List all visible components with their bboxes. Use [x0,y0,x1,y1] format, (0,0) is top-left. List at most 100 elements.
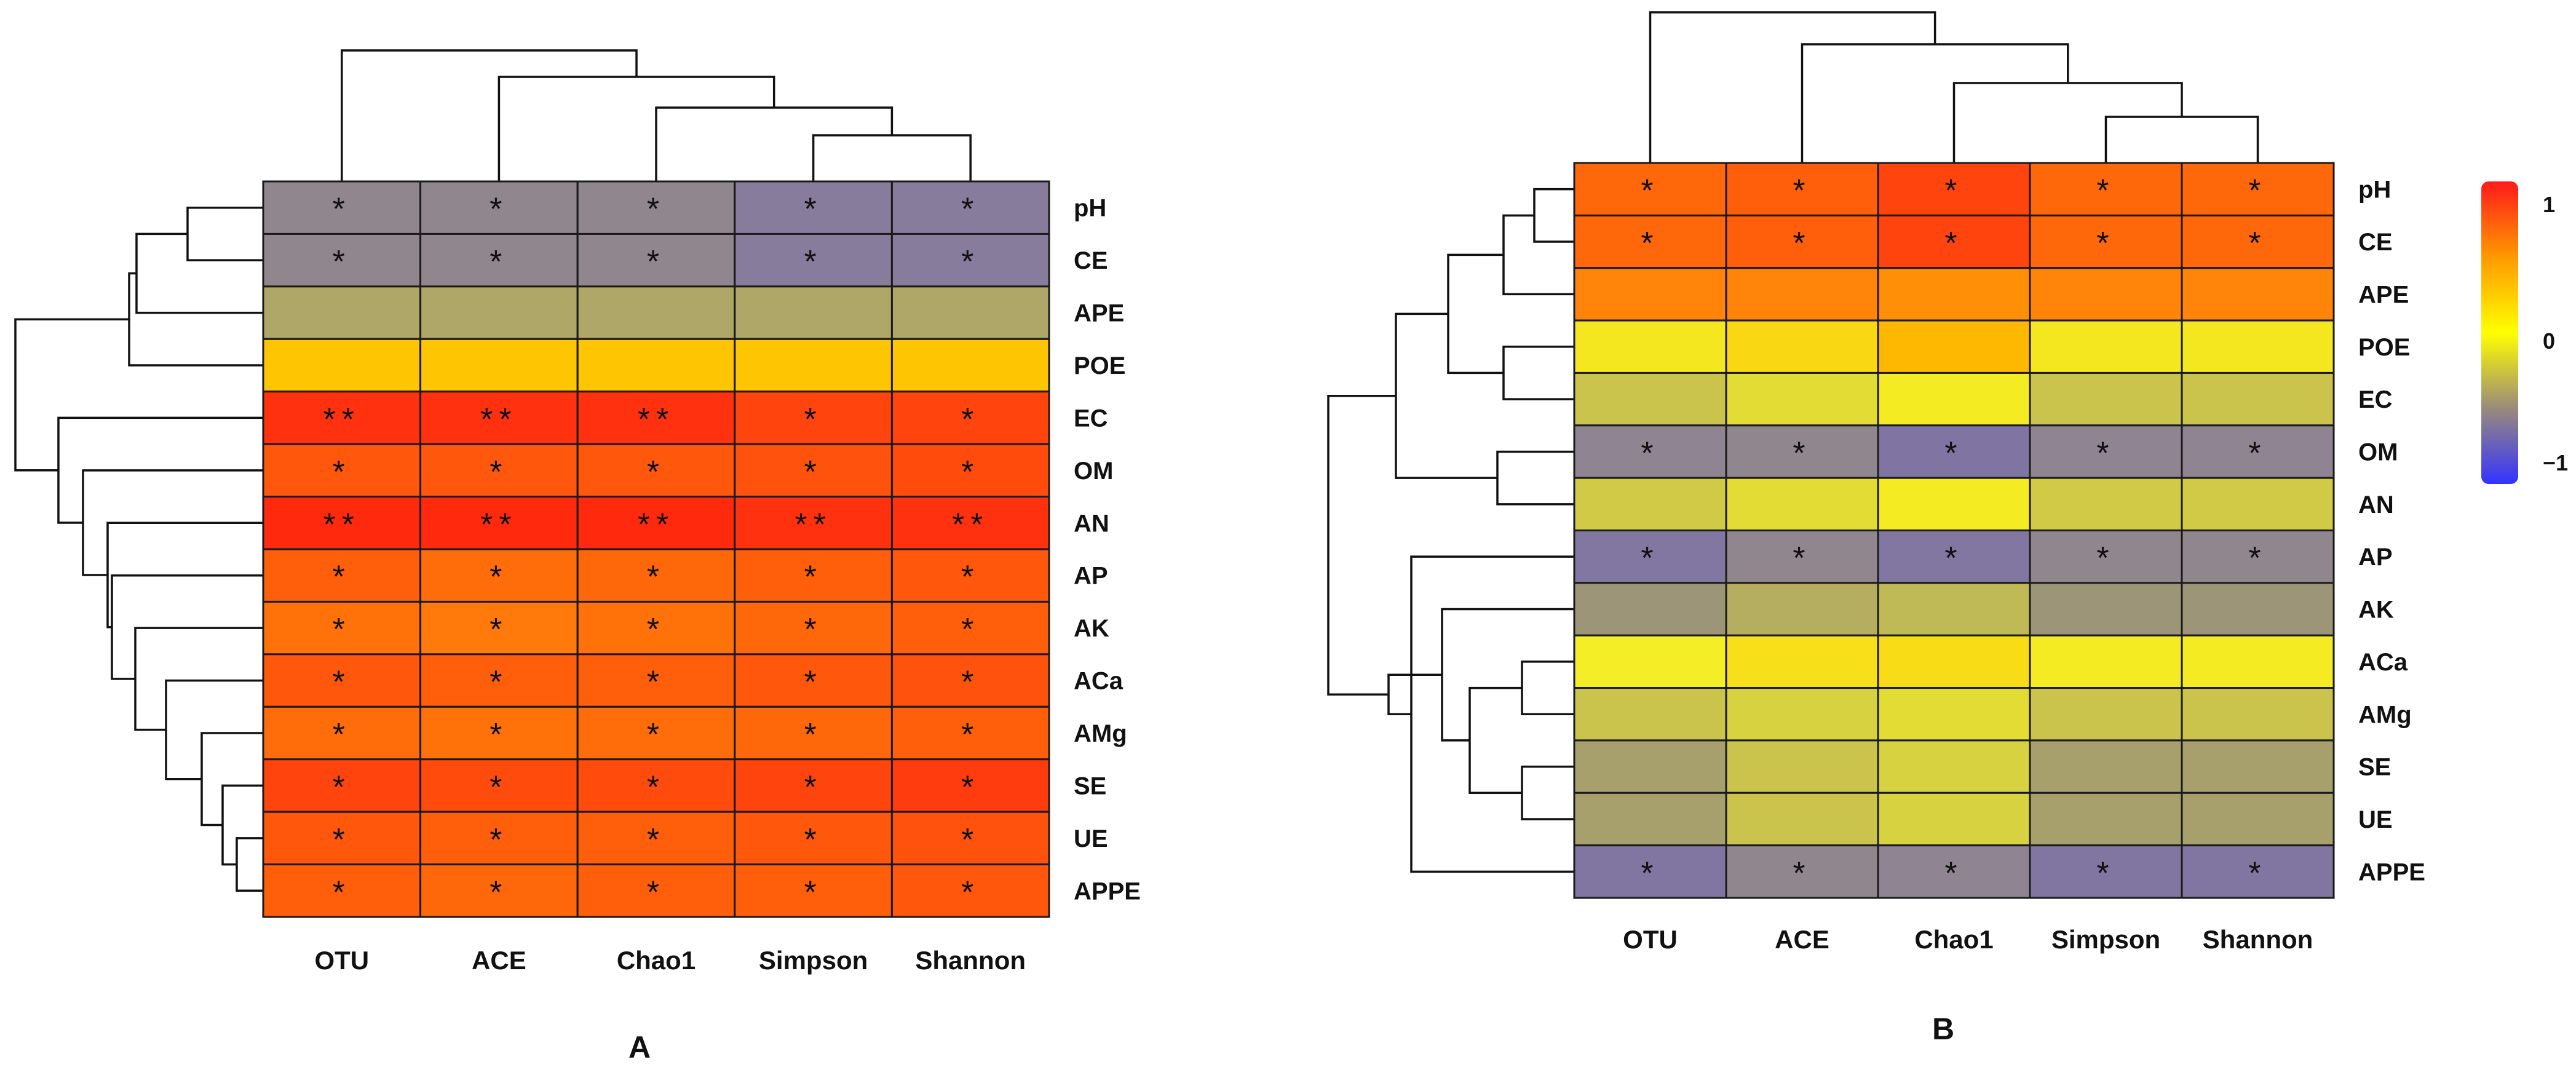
row-label-AK: AK [1074,615,1109,642]
significance-mark: * [333,244,351,280]
heatmap-cell-EC-Shannon [890,391,1050,445]
significance-mark: * [804,560,822,595]
dendrogram-branch [1649,11,1936,163]
heatmap-cell-UE-Chao1 [1877,791,2031,847]
heatmap-cell-APPE-ACE [1725,844,1879,899]
significance-mark: * [961,402,980,437]
heatmap-cell-AN-Shannon [890,496,1050,550]
heatmap-cells [262,180,1050,918]
heatmap-cell-AP-Simpson [734,548,893,603]
heatmap-cell-APPE-Chao1 [1877,844,2031,899]
significance-mark: * [1793,173,1811,209]
heatmap-cell-POE-OTU [1573,319,1727,374]
significance-mark: * [333,717,351,753]
dendrogram-branch [1327,395,1396,696]
row-label-CE: CE [1074,247,1108,274]
dendrogram-branch [1952,82,2183,163]
significance-mark: * [647,717,665,753]
significance-mark: * [647,769,665,805]
dendrogram-branch [1395,312,1497,479]
significance-mark: * [1944,226,1963,261]
row-label-SE: SE [1074,772,1106,799]
heatmap-cell-AMg-Chao1 [1877,687,2031,742]
heatmap-cell-ACa-Chao1 [1877,634,2031,689]
dendrogram-branch [1521,765,1574,820]
heatmap-cell-OM-ACE [1725,424,1879,479]
dendrogram-branch [1502,214,1574,296]
heatmap-cell-AMg-ACE [1725,687,1879,742]
heatmap-cell-OM-Shannon [890,443,1050,498]
row-label-ACa: ACa [2358,649,2408,676]
dendrogram-branch [1801,43,2069,163]
heatmap-cell-ACa-OTU [1573,634,1727,689]
heatmap-cell-EC-Simpson [2029,371,2183,427]
heatmap-cell-UE-Simpson [734,811,893,866]
significance-mark: * [961,192,980,228]
significance-mark: * [804,454,822,490]
significance-mark: * [333,665,351,700]
significance-mark: * [647,875,665,910]
heatmap-cell-pH-Chao1 [1877,162,2031,216]
heatmap-cell-AMg-Shannon [890,705,1050,761]
column-label-Chao1: Chao1 [617,946,696,975]
heatmap-cell-AK-ACE [1725,582,1879,637]
significance-mark: * [647,612,665,648]
color-legend-tick: 1 [2543,192,2555,217]
heatmap-cell-APE-ACE [1725,267,1879,322]
significance-mark: * [333,822,351,858]
heatmap-cell-AMg-Simpson [734,705,893,761]
heatmap-cell-AMg-OTU [262,705,422,761]
dendrogram-branch [128,272,263,367]
significance-mark: * [1944,435,1963,471]
heatmap-cell-pH-Simpson [2029,162,2183,216]
heatmap-cell-SE-Chao1 [576,758,736,813]
heatmap-cell-AN-Simpson [2029,477,2183,532]
significance-mark: * [489,875,508,910]
significance-mark: * [804,612,822,648]
heatmap-cell-POE-Shannon [2181,319,2335,374]
column-label-OTU: OTU [314,946,369,975]
heatmap-cell-APE-Chao1 [1877,267,2031,322]
dendrogram-branch [1387,673,1442,715]
heatmap-cell-CE-OTU [1573,214,1727,269]
column-label-Shannon: Shannon [2203,925,2313,954]
dendrogram-branch [186,206,263,261]
heatmap-cell-AN-ACE [1725,477,1879,532]
significance-mark: * [961,560,980,595]
significance-marks: * * * * * * * * * * * * * * * * * * * * * * * * * [1641,173,2267,892]
heatmap-cell-AN-Shannon [2181,477,2335,532]
heatmap-cell-APPE-Chao1 [576,863,736,918]
heatmap-cell-OM-Simpson [2029,424,2183,479]
significance-mark: * [333,454,351,490]
heatmap-cell-pH-Shannon [2181,162,2335,216]
significance-mark: * [804,769,822,805]
heatmap-cell-AN-Chao1 [1877,477,2031,532]
significance-mark: * [1793,435,1811,471]
significance-mark: * [2248,173,2267,209]
significance-mark: * [1793,541,1811,576]
column-label-ACE: ACE [1775,925,1829,954]
dendrogram-branch [655,106,894,181]
significance-mark: * [489,454,508,490]
dendrogram-branch [135,232,263,314]
significance-mark: * [1641,435,1659,471]
heatmap-cell-POE-ACE [1725,319,1879,374]
row-label-CE: CE [2358,229,2393,256]
heatmap-cell-AMg-Simpson [2029,687,2183,742]
heatmap-cell-APPE-Shannon [2181,844,2335,899]
row-label-POE: POE [1074,352,1125,379]
heatmap-cell-pH-Chao1 [576,180,736,235]
row-label-pH: pH [2358,177,2391,204]
heatmap-cell-SE-Shannon [2181,739,2335,794]
row-label-AN: AN [1074,510,1109,537]
column-label-Chao1: Chao1 [1914,925,1993,954]
heatmap-cell-AN-OTU [1573,477,1727,532]
heatmap-cell-OM-Chao1 [576,443,736,498]
significance-mark: * [1944,173,1963,209]
dendrogram-branch [1441,608,1574,742]
panel-label: A [628,1030,651,1065]
row-label-EC: EC [2358,386,2393,413]
dendrogram-branch [200,732,263,827]
significance-mark: ** [323,402,360,437]
heatmap-cell-UE-Chao1 [576,811,736,866]
